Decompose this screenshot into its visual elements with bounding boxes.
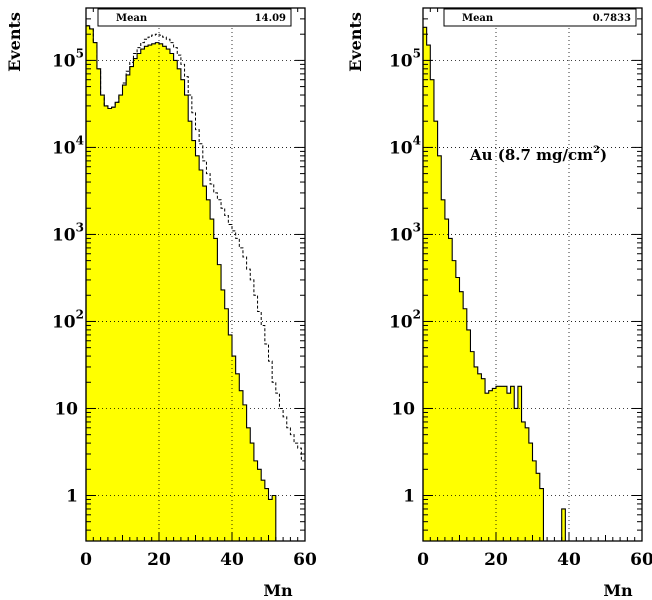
panel-right: 0 20 40 60 1 10 102 103 104 105 Mn Events Mean 0.7833… <box>346 7 652 600</box>
histogram-fill <box>423 27 569 542</box>
y-tick-label: 104 <box>389 133 421 158</box>
x-tick-label: 60 <box>630 550 652 570</box>
x-tick-label: 40 <box>557 550 581 570</box>
x-axis-title: Mn <box>263 581 293 600</box>
y-tick-label: 102 <box>52 307 84 332</box>
y-tick-label: 10 <box>54 399 78 419</box>
stats-label: Mean <box>462 13 494 24</box>
stats-box: Mean 0.7833 <box>443 8 637 27</box>
y-tick-label: 1 <box>66 486 78 506</box>
histogram-outline <box>85 25 277 541</box>
target-annotation: Au (8.7 mg/cm2) <box>469 145 607 164</box>
y-tick-label: 102 <box>389 307 421 332</box>
grid <box>86 8 305 541</box>
histogram-dashed <box>86 25 305 462</box>
stats-value: 14.09 <box>255 13 286 24</box>
x-axis-title: Mn <box>603 581 633 600</box>
x-tick-label: 20 <box>484 550 508 570</box>
y-tick-label: 103 <box>389 220 421 245</box>
x-tick-label: 0 <box>417 550 429 570</box>
histogram-outline <box>422 26 569 542</box>
x-tick-label: 40 <box>220 550 244 570</box>
stats-box-frame <box>97 8 292 27</box>
panel-left: 0 20 40 60 1 10 102 103 104 105 Mn Events Mean 14.09 <box>5 7 317 600</box>
y-axis-title: Events <box>5 12 24 72</box>
x-tick-label: 60 <box>293 550 317 570</box>
y-axis-title: Events <box>346 12 365 72</box>
y-axis-ticks <box>86 7 305 542</box>
y-tick-label: 105 <box>389 46 421 71</box>
y-tick-label: 104 <box>52 133 84 158</box>
stats-value: 0.7833 <box>593 13 631 24</box>
stats-box: Mean 14.09 <box>97 8 292 27</box>
y-tick-label: 103 <box>52 220 84 245</box>
y-tick-label: 10 <box>391 399 415 419</box>
x-tick-label: 0 <box>80 550 92 570</box>
y-tick-label: 1 <box>403 486 415 506</box>
stats-box-frame <box>443 8 637 27</box>
y-tick-label: 105 <box>52 46 84 71</box>
grid <box>423 8 642 541</box>
stats-label: Mean <box>116 13 148 24</box>
histogram-fill <box>86 25 276 542</box>
y-axis-ticks <box>423 7 642 542</box>
x-tick-label: 20 <box>147 550 171 570</box>
